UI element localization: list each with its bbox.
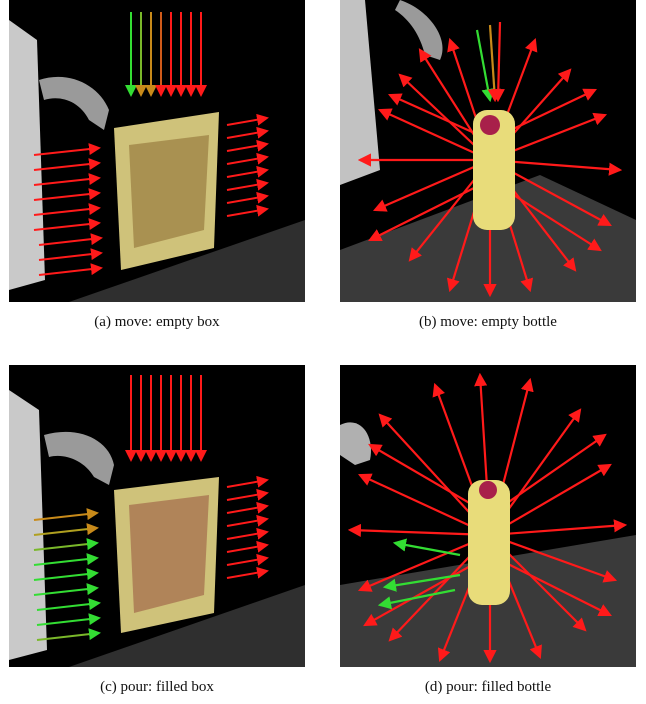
force-arrows-top xyxy=(125,12,207,97)
bottle-points xyxy=(473,110,515,230)
robot-arm xyxy=(340,422,371,465)
caption-d: (d) pour: filled bottle xyxy=(424,679,552,695)
force-arrows-left xyxy=(33,143,103,276)
gripper xyxy=(44,431,114,485)
robot-arm xyxy=(340,0,380,185)
gripper xyxy=(395,0,443,60)
scene-empty-bottle xyxy=(340,0,636,302)
scene-filled-bottle xyxy=(340,365,636,667)
panel-d-image xyxy=(340,365,636,667)
gripper xyxy=(39,76,109,130)
table-surface xyxy=(340,175,636,302)
caption-a: (a) move: empty box xyxy=(94,314,220,330)
table-surface xyxy=(69,220,305,302)
robot-arm xyxy=(9,20,45,290)
force-arrows-right xyxy=(226,475,269,579)
force-arrows-left xyxy=(33,508,101,641)
force-arrows-top xyxy=(125,375,207,462)
caption-b: (b) move: empty bottle xyxy=(419,314,557,330)
scene-empty-box xyxy=(9,0,305,302)
force-arrows-right xyxy=(226,113,269,217)
table-surface xyxy=(69,585,305,667)
panel-b-image xyxy=(340,0,636,302)
robot-arm xyxy=(9,390,47,660)
caption-c: (c) pour: filled box xyxy=(100,679,214,695)
panel-a-image xyxy=(9,0,305,302)
force-arrows-top xyxy=(475,21,505,103)
bottle-points xyxy=(468,480,510,605)
panel-c-image xyxy=(9,365,305,667)
box-points xyxy=(114,477,219,633)
scene-filled-box xyxy=(9,365,305,667)
force-arrows-green xyxy=(377,538,461,610)
